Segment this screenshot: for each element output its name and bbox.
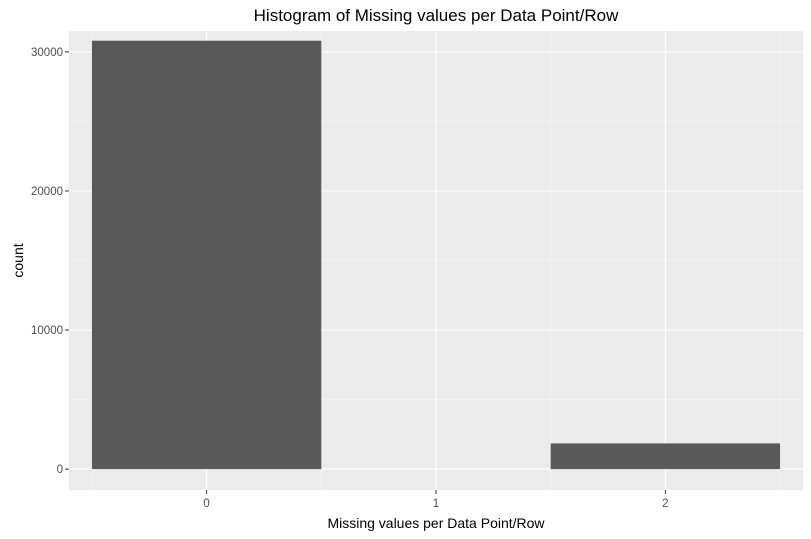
- x-axis-title: Missing values per Data Point/Row: [327, 515, 545, 531]
- y-axis-title: count: [10, 243, 26, 277]
- y-tick-label: 30000: [31, 47, 63, 59]
- y-tick-label: 0: [57, 464, 63, 476]
- y-tick-label: 20000: [31, 186, 63, 198]
- x-tick-label: 0: [203, 498, 209, 510]
- x-axis: 0 1 2: [203, 490, 669, 510]
- chart-title: Histogram of Missing values per Data Poi…: [254, 6, 619, 25]
- bar-2: [550, 443, 781, 470]
- bar-0: [91, 40, 322, 470]
- x-tick-label: 1: [433, 498, 439, 510]
- y-tick-label: 10000: [31, 325, 63, 337]
- bars-layer: [91, 40, 781, 470]
- y-axis: 0 10000 20000 30000: [31, 47, 69, 476]
- x-tick-label: 2: [662, 498, 668, 510]
